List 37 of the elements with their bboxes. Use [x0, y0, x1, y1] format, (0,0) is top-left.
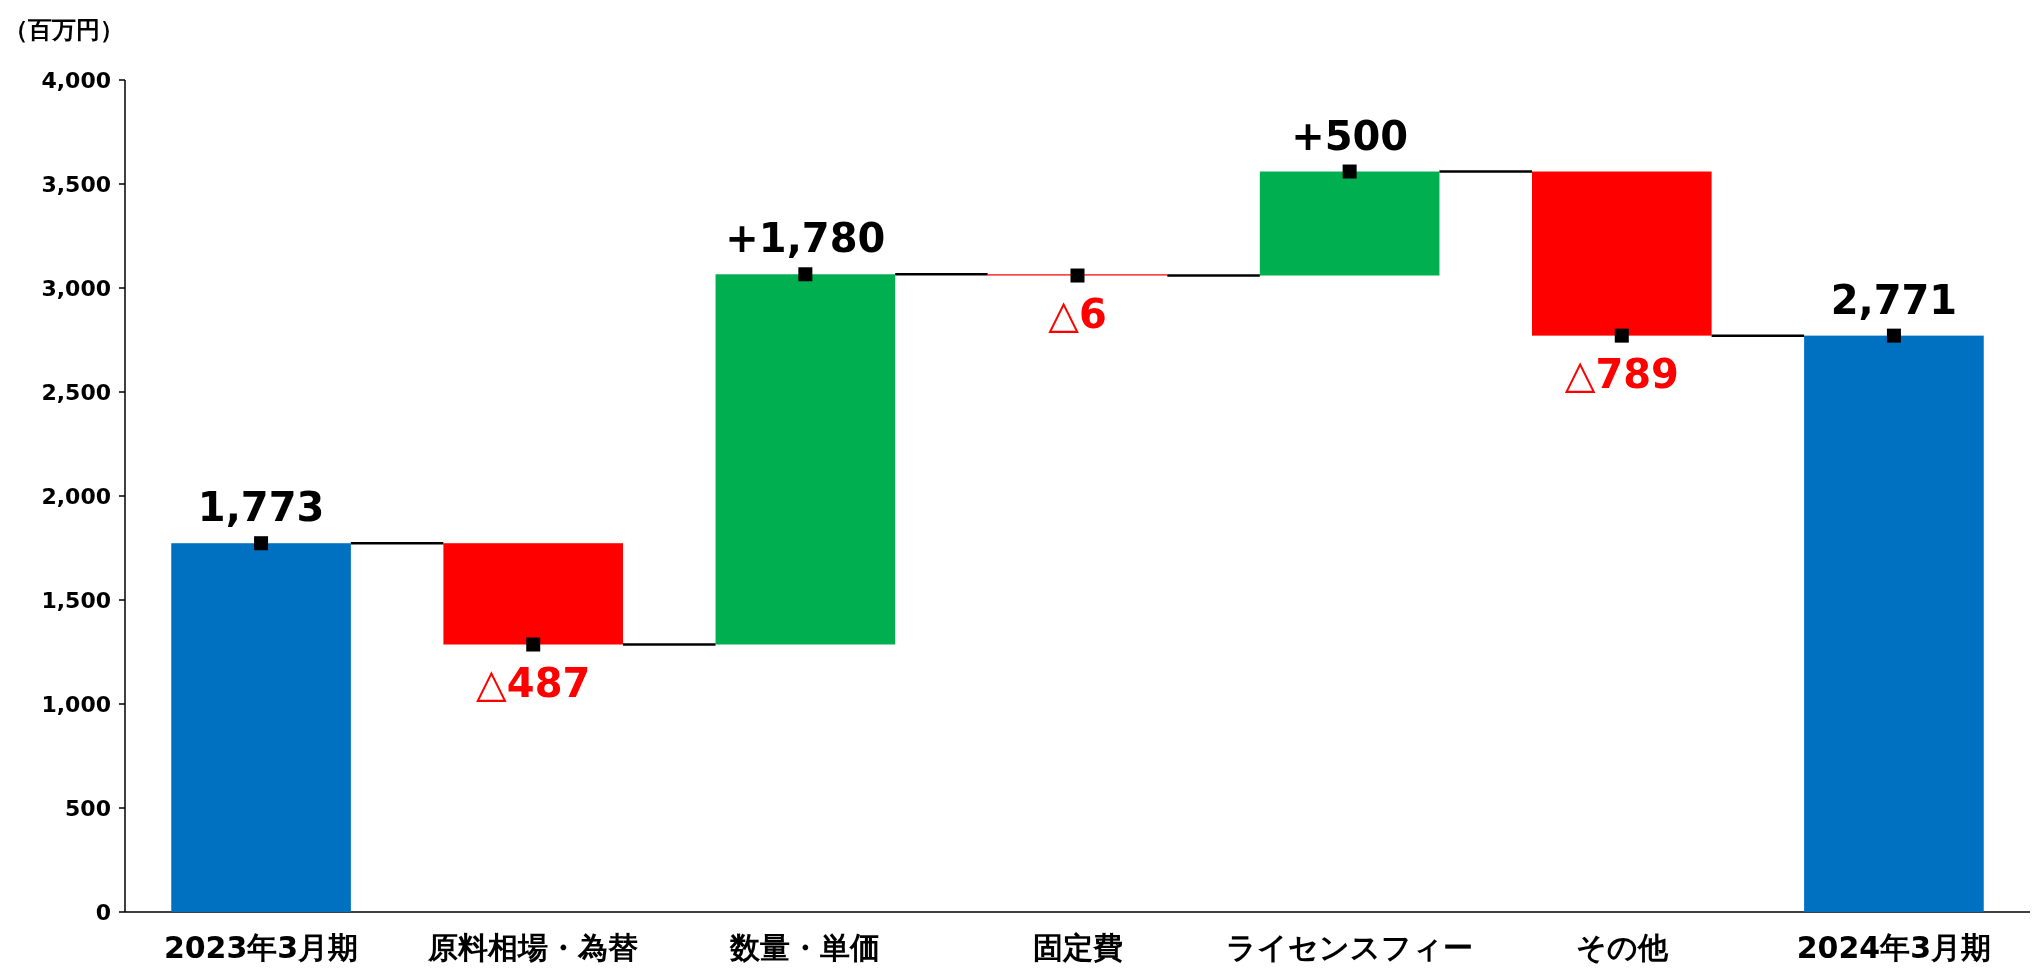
point	[1342, 164, 1357, 179]
data-label: 1,773	[197, 484, 325, 531]
y-tick-label: 2,000	[41, 484, 111, 509]
bar	[171, 543, 351, 912]
bar	[1531, 171, 1712, 336]
x-tick-label: 原料相場・為替	[427, 930, 639, 965]
x-tick-label: ライセンスフィー	[1226, 930, 1474, 965]
x-tick-label: 2024年3月期	[1796, 930, 1992, 965]
data-label: △6	[1048, 290, 1107, 337]
x-tick-label: 2023年3月期	[163, 930, 359, 965]
bar	[1804, 335, 1984, 912]
point	[1886, 328, 1901, 343]
y-tick-label: 3,500	[41, 172, 111, 197]
y-tick-label: 500	[65, 796, 111, 821]
point	[526, 637, 541, 652]
point	[1614, 328, 1629, 343]
bar	[1259, 171, 1440, 276]
data-label: 2,771	[1830, 276, 1958, 323]
data-label: △789	[1564, 350, 1679, 397]
point	[254, 536, 269, 551]
x-tick-label: 数量・単価	[729, 930, 881, 965]
bar	[443, 543, 624, 645]
y-axis-title: （百万円）	[4, 16, 124, 44]
y-tick-label: 4,000	[41, 68, 111, 93]
bar	[715, 274, 896, 645]
data-label: +1,780	[725, 215, 886, 262]
y-tick-label: 1,500	[41, 588, 111, 613]
y-tick-label: 3,000	[41, 276, 111, 301]
x-tick-label: その他	[1575, 930, 1669, 965]
data-label: +500	[1291, 112, 1409, 159]
data-label: △487	[476, 659, 591, 706]
point	[1070, 268, 1085, 283]
y-tick-label: 2,500	[41, 380, 111, 405]
x-tick-label: 固定費	[1032, 930, 1123, 965]
y-tick-label: 1,000	[41, 692, 111, 717]
point	[798, 267, 813, 282]
y-tick-label: 0	[95, 900, 111, 925]
